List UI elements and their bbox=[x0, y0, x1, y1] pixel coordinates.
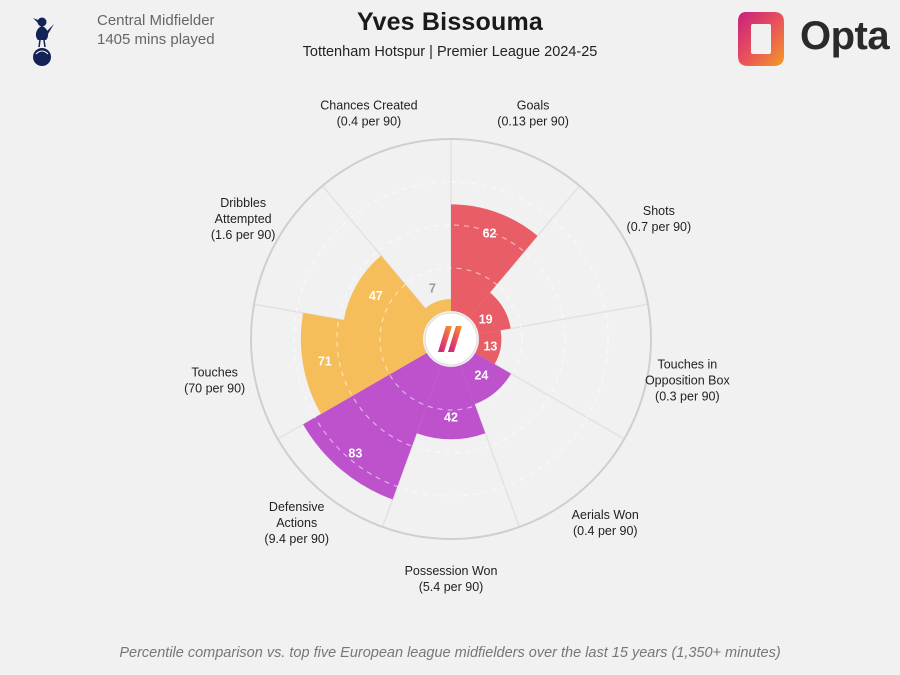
value-label: 47 bbox=[369, 289, 383, 303]
axis-label: Shots (0.7 per 90) bbox=[627, 204, 692, 234]
radar-bar-shots bbox=[468, 292, 511, 335]
value-label: 62 bbox=[483, 227, 497, 241]
axis-label: Defensive Actions (9.4 per 90) bbox=[264, 500, 329, 546]
radar-bar-possession-won bbox=[416, 365, 486, 440]
radar-bar-defensive-actions bbox=[303, 353, 442, 500]
axis-label: Aerials Won (0.4 per 90) bbox=[572, 508, 639, 538]
axis-label: Touches in Opposition Box (0.3 per 90) bbox=[645, 358, 731, 404]
minutes-played: 1405 mins played bbox=[97, 31, 215, 48]
radar-bar-touches-in-opposition-box bbox=[475, 330, 502, 365]
axis-label: Chances Created (0.4 per 90) bbox=[320, 98, 417, 128]
chart-footnote: Percentile comparison vs. top five Europ… bbox=[119, 645, 781, 661]
radar-bar-goals bbox=[451, 204, 538, 318]
page-title: Yves Bissouma bbox=[356, 8, 544, 36]
title-block: Yves Bissouma Tottenham Hotspur | Premie… bbox=[0, 8, 900, 60]
radar-bar-dribbles-attempted bbox=[343, 255, 434, 335]
value-label: 7 bbox=[429, 282, 436, 296]
player-position: Central Midfielder bbox=[97, 12, 215, 29]
opta-slash-icon bbox=[438, 326, 462, 352]
value-label: 13 bbox=[483, 339, 497, 353]
axis-label: Possession Won (5.4 per 90) bbox=[405, 564, 498, 594]
opta-logo: Opta bbox=[734, 8, 894, 70]
radar-bar-touches bbox=[300, 312, 427, 415]
grid-ring bbox=[379, 267, 523, 411]
axis-label: Touches (70 per 90) bbox=[184, 366, 245, 396]
player-meta: Central Midfielder 1405 mins played bbox=[97, 11, 215, 49]
value-label: 42 bbox=[444, 411, 458, 425]
value-label: 19 bbox=[479, 313, 493, 327]
opta-wordmark: Opta bbox=[800, 14, 890, 58]
opta-mark-icon bbox=[738, 12, 784, 66]
radar-bar-chances-created bbox=[425, 298, 451, 318]
value-label: 71 bbox=[318, 355, 332, 369]
grid-ring bbox=[336, 224, 566, 454]
radar-spoke bbox=[474, 352, 625, 440]
axis-label: Dribbles Attempted (1.6 per 90) bbox=[211, 196, 276, 242]
tottenham-crest-icon bbox=[33, 17, 54, 66]
grid-ring bbox=[293, 181, 609, 497]
value-label: 24 bbox=[474, 369, 488, 383]
outer-ring bbox=[250, 138, 652, 540]
page-subtitle: Tottenham Hotspur | Premier League 2024-… bbox=[302, 44, 598, 60]
centre-badge bbox=[424, 312, 478, 366]
radar-bar-aerials-won bbox=[460, 353, 511, 405]
axis-label: Goals (0.13 per 90) bbox=[497, 98, 569, 128]
value-label: 83 bbox=[348, 446, 362, 460]
